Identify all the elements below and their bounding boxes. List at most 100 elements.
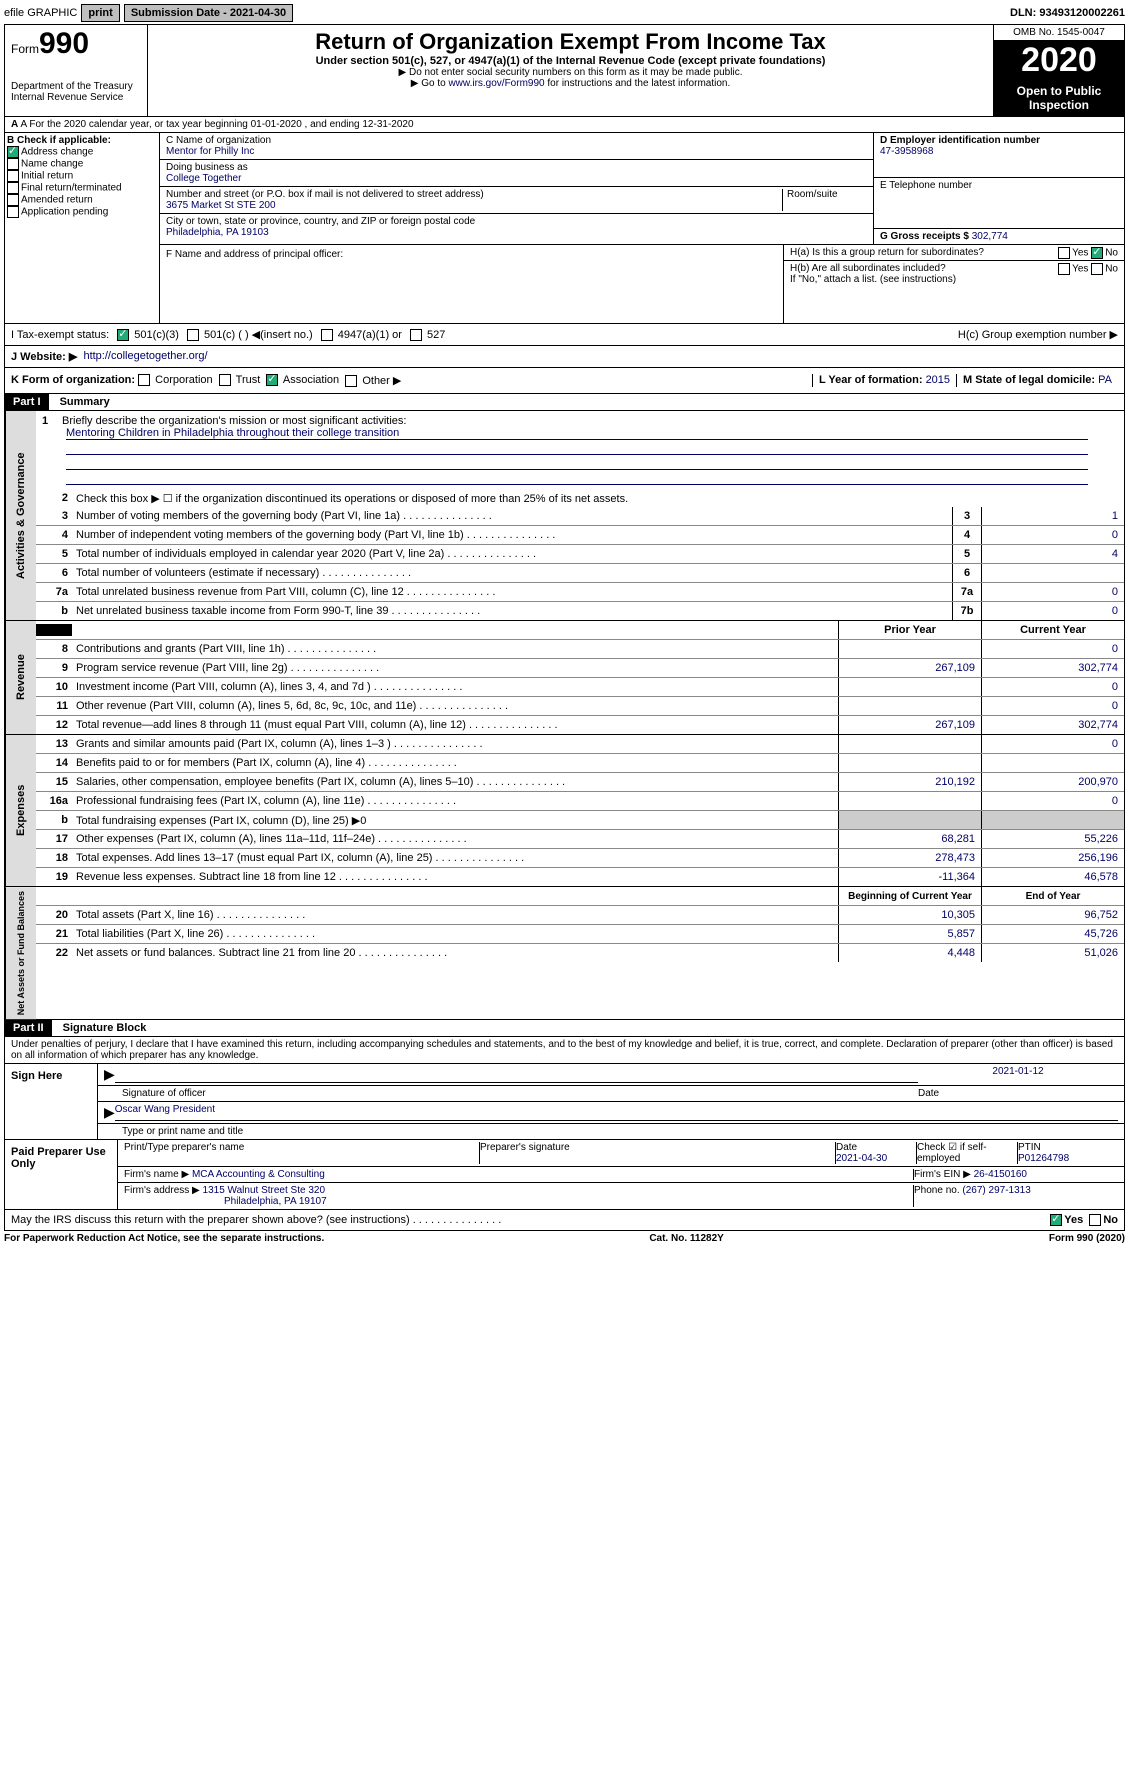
discuss-text: May the IRS discuss this return with the… xyxy=(11,1214,501,1226)
prior-year-value: 278,473 xyxy=(838,849,981,867)
firm-address: Firm's address ▶ 1315 Walnut Street Ste … xyxy=(124,1185,914,1207)
h-b: H(b) Are all subordinates included? Yes … xyxy=(784,261,1124,287)
line-value: 0 xyxy=(981,526,1124,544)
firm-phone: Phone no. (267) 297-1313 xyxy=(914,1185,1118,1207)
form-subtitle: Under section 501(c), 527, or 4947(a)(1)… xyxy=(152,55,989,67)
discuss-no[interactable]: No xyxy=(1089,1214,1118,1226)
line-text: Total fundraising expenses (Part IX, col… xyxy=(72,814,838,827)
part2-header: Part II Signature Block xyxy=(4,1020,1125,1037)
chk-name-change[interactable]: Name change xyxy=(7,158,157,170)
prior-year-header: Prior Year xyxy=(838,621,981,639)
chk-trust[interactable]: Trust xyxy=(219,374,261,387)
chk-other[interactable]: Other ▶ xyxy=(345,374,401,387)
current-year-value: 200,970 xyxy=(981,773,1124,791)
ptin-value: P01264798 xyxy=(1018,1153,1118,1164)
line-text: Total revenue—add lines 8 through 11 (mu… xyxy=(72,719,838,731)
street-value: 3675 Market St STE 200 xyxy=(166,200,782,211)
city-label: City or town, state or province, country… xyxy=(166,216,867,227)
line-text: Salaries, other compensation, employee b… xyxy=(72,776,838,788)
mission-text: Mentoring Children in Philadelphia throu… xyxy=(66,427,1088,440)
org-name: Mentor for Philly Inc xyxy=(166,146,867,157)
line-value: 4 xyxy=(981,545,1124,563)
prep-date: 2021-04-30 xyxy=(836,1153,916,1164)
topbar: efile GRAPHIC print Submission Date - 20… xyxy=(4,4,1125,22)
prior-year-value xyxy=(838,640,981,658)
chk-corp[interactable]: Corporation xyxy=(138,374,213,387)
line-text: Total unrelated business revenue from Pa… xyxy=(72,586,952,598)
name-title-label: Type or print name and title xyxy=(98,1124,1124,1139)
chk-assoc[interactable]: Association xyxy=(266,374,339,387)
paid-preparer-label: Paid Preparer Use Only xyxy=(5,1140,117,1209)
form-header: Form990 Department of the Treasury Inter… xyxy=(4,24,1125,117)
dept-label: Department of the Treasury Internal Reve… xyxy=(11,81,141,103)
section-bcdefg: B Check if applicable: Address change Na… xyxy=(4,133,1125,324)
form-title: Return of Organization Exempt From Incom… xyxy=(152,29,989,55)
line-value: 1 xyxy=(981,507,1124,525)
chk-501c3[interactable]: 501(c)(3) xyxy=(117,329,179,341)
discuss-yes[interactable]: Yes xyxy=(1050,1214,1083,1226)
self-emp-check[interactable]: Check ☑ if self-employed xyxy=(917,1142,1018,1164)
line-value xyxy=(981,564,1124,582)
chk-app-pending[interactable]: Application pending xyxy=(7,206,157,218)
begin-year-header: Beginning of Current Year xyxy=(838,887,981,905)
discuss-row: May the IRS discuss this return with the… xyxy=(4,1210,1125,1231)
b-label: B Check if applicable: xyxy=(7,135,157,146)
revenue-section: Revenue b Prior Year Current Year 8Contr… xyxy=(4,621,1125,735)
instr-1: ▶ Do not enter social security numbers o… xyxy=(152,67,989,78)
tax-year: 2020 xyxy=(994,41,1124,80)
line-text: Total number of individuals employed in … xyxy=(72,548,952,560)
paid-preparer-section: Paid Preparer Use Only Print/Type prepar… xyxy=(4,1140,1125,1210)
ein-value: 47-3958968 xyxy=(880,146,1118,157)
q2-label: Check this box ▶ ☐ if the organization d… xyxy=(72,492,1124,505)
prior-year-value: 4,448 xyxy=(838,944,981,962)
prior-year-value: 10,305 xyxy=(838,906,981,924)
firm-name: Firm's name ▶ MCA Accounting & Consultin… xyxy=(124,1169,914,1180)
current-year-value: 302,774 xyxy=(981,659,1124,677)
submission-date-button[interactable]: Submission Date - 2021-04-30 xyxy=(124,4,293,22)
chk-address-change[interactable]: Address change xyxy=(7,146,157,158)
chk-501c[interactable]: 501(c) ( ) ◀(insert no.) xyxy=(187,328,313,341)
prior-year-value xyxy=(838,678,981,696)
chk-527[interactable]: 527 xyxy=(410,329,445,341)
officer-name: Oscar Wang President xyxy=(115,1104,1118,1121)
date-label: Date xyxy=(918,1088,1118,1099)
vtab-revenue: Revenue xyxy=(5,621,36,734)
print-button[interactable]: print xyxy=(81,4,119,22)
footer-right: Form 990 (2020) xyxy=(1049,1233,1125,1244)
prior-year-value: 68,281 xyxy=(838,830,981,848)
prep-date-label: Date xyxy=(836,1142,916,1153)
current-year-value: 302,774 xyxy=(981,716,1124,734)
open-public-label: Open to Public Inspection xyxy=(994,80,1124,116)
vtab-governance: Activities & Governance xyxy=(5,411,36,620)
prior-year-value: 210,192 xyxy=(838,773,981,791)
h-a: H(a) Is this a group return for subordin… xyxy=(784,245,1124,261)
vtab-expenses: Expenses xyxy=(5,735,36,886)
sign-here-label: Sign Here xyxy=(5,1064,97,1139)
instr-2: ▶ Go to www.irs.gov/Form990 for instruct… xyxy=(152,78,989,89)
efile-label: efile GRAPHIC xyxy=(4,7,77,19)
website-link[interactable]: http://collegetogether.org/ xyxy=(83,350,207,363)
footer-mid: Cat. No. 11282Y xyxy=(649,1233,723,1244)
line-text: Net unrelated business taxable income fr… xyxy=(72,605,952,617)
line-text: Revenue less expenses. Subtract line 18 … xyxy=(72,871,838,883)
sig-date: 2021-01-12 xyxy=(918,1066,1118,1077)
dba-name: College Together xyxy=(166,173,867,184)
irs-link[interactable]: www.irs.gov/Form990 xyxy=(448,78,544,89)
chk-amended[interactable]: Amended return xyxy=(7,194,157,206)
footer-left: For Paperwork Reduction Act Notice, see … xyxy=(4,1233,324,1244)
current-year-value: 0 xyxy=(981,735,1124,753)
dba-label: Doing business as xyxy=(166,162,867,173)
dln-label: DLN: 93493120002261 xyxy=(1010,7,1125,19)
chk-final-return[interactable]: Final return/terminated xyxy=(7,182,157,194)
row-k: K Form of organization: Corporation Trus… xyxy=(4,368,1125,394)
current-year-value: 0 xyxy=(981,697,1124,715)
chk-initial-return[interactable]: Initial return xyxy=(7,170,157,182)
i-label: I Tax-exempt status: xyxy=(11,329,109,341)
chk-4947[interactable]: 4947(a)(1) or xyxy=(321,329,402,341)
current-year-value: 45,726 xyxy=(981,925,1124,943)
gross-receipts: G Gross receipts $ 302,774 xyxy=(874,229,1124,244)
ein-label: D Employer identification number xyxy=(880,135,1118,146)
line-box: 3 xyxy=(952,507,981,525)
line-text: Benefits paid to or for members (Part IX… xyxy=(72,757,838,769)
line-text: Other revenue (Part VIII, column (A), li… xyxy=(72,700,838,712)
